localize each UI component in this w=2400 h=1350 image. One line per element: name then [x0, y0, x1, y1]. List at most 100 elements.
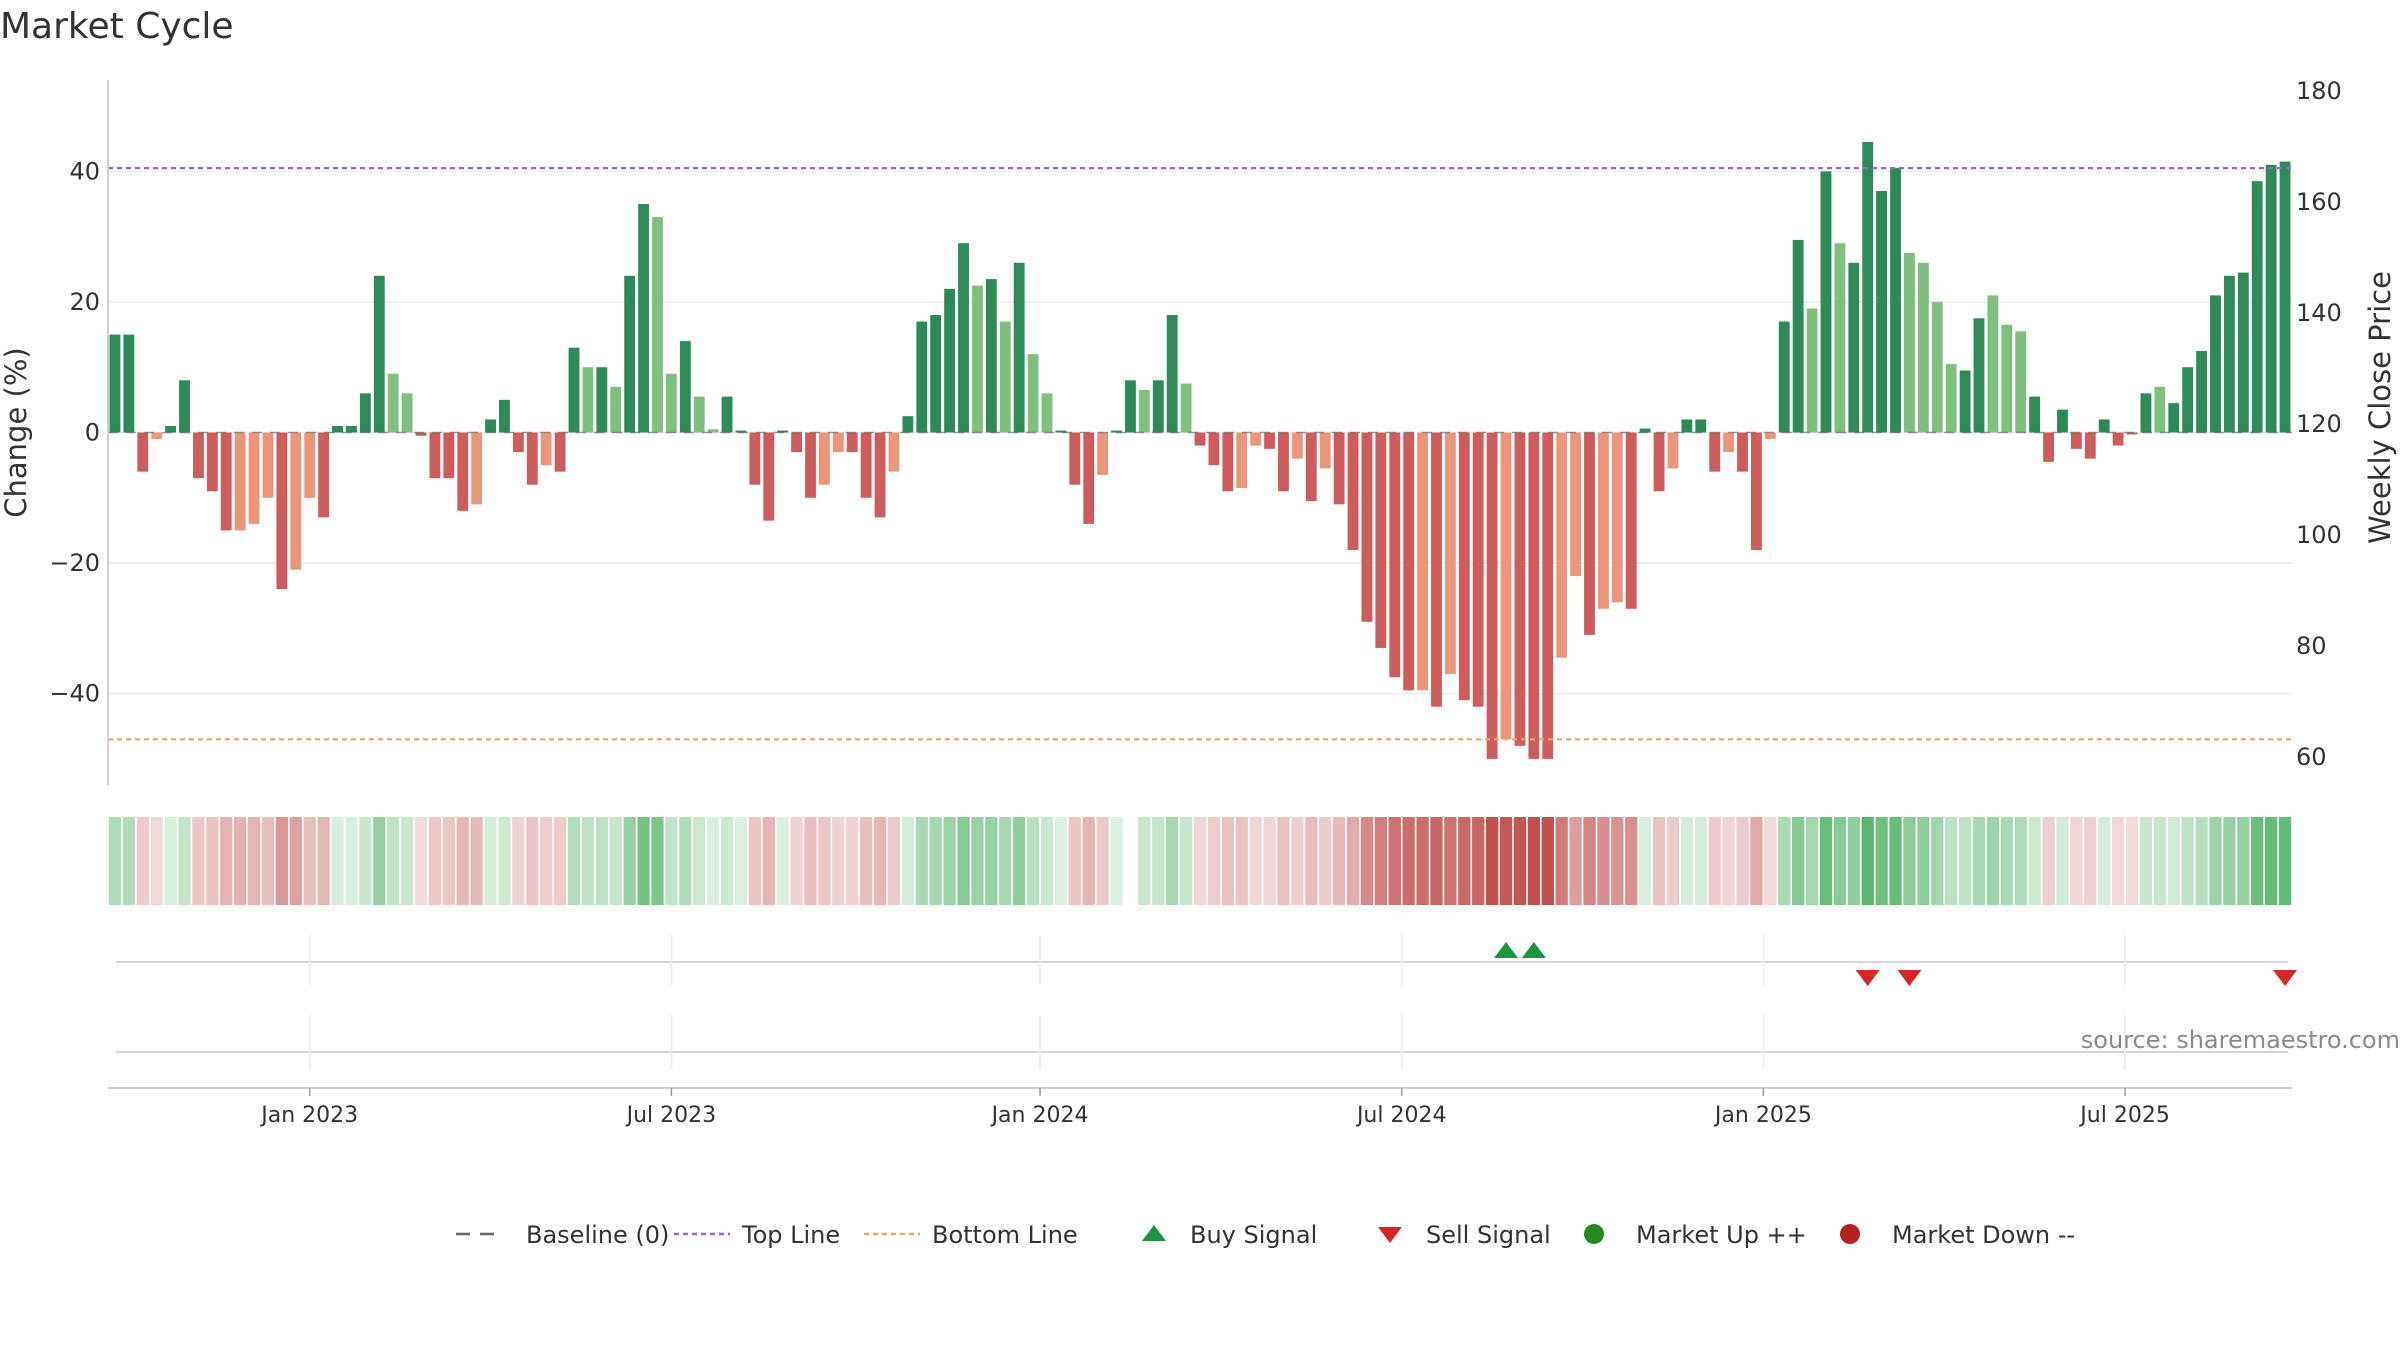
- bar: [2237, 272, 2249, 433]
- heat-cell: [1513, 817, 1527, 905]
- heat-cell: [2028, 817, 2041, 905]
- legend: Baseline (0) Top Line Bottom Line Buy Signa…: [456, 1221, 2075, 1249]
- heat-cell: [1402, 817, 1415, 905]
- heat-cell: [887, 817, 901, 905]
- bar: [304, 432, 316, 498]
- bar: [972, 285, 983, 433]
- bar: [1570, 432, 1582, 577]
- heat-cell: [1722, 817, 1735, 905]
- heat-cell: [2070, 817, 2083, 905]
- heat-cell: [846, 817, 859, 905]
- bar: [2029, 396, 2041, 433]
- heat-cell: [261, 817, 275, 905]
- heat-cell: [1555, 817, 1568, 905]
- heat-cell: [1096, 817, 1109, 905]
- heat-cell: [2014, 817, 2027, 905]
- bar: [1431, 432, 1442, 707]
- bar: [248, 432, 260, 524]
- bar: [582, 367, 594, 433]
- bar: [665, 373, 677, 433]
- bar: [1848, 262, 1860, 433]
- heat-cell: [2042, 817, 2055, 905]
- bar: [693, 396, 705, 433]
- heat-cell: [2098, 817, 2111, 905]
- heat-cell: [1569, 817, 1582, 905]
- heat-cell: [1388, 817, 1401, 905]
- heat-cell: [1931, 817, 1944, 905]
- bar: [1528, 432, 1540, 759]
- heat-cell: [1903, 817, 1916, 905]
- heat-cell: [1416, 817, 1429, 905]
- bar: [1695, 419, 1707, 433]
- heat-cell: [1680, 817, 1694, 905]
- heat-cell: [2167, 817, 2180, 905]
- heat-cell: [2000, 817, 2013, 905]
- heat-cell: [706, 817, 720, 905]
- bar: [818, 432, 830, 485]
- bar: [1917, 262, 1929, 433]
- legend-label: Top Line: [741, 1221, 840, 1249]
- heat-cell: [2139, 817, 2153, 905]
- heat-cell: [540, 817, 553, 905]
- heat-cell: [470, 817, 483, 905]
- signal-panel: [108, 935, 2298, 1089]
- bar: [1069, 432, 1081, 485]
- bar: [1138, 390, 1150, 433]
- heat-cell: [1778, 817, 1791, 905]
- bar: [2070, 432, 2082, 449]
- heat-cell: [1972, 817, 1986, 905]
- heat-cell: [1764, 817, 1777, 905]
- legend-item: Baseline (0): [456, 1221, 669, 1249]
- bar: [332, 425, 343, 433]
- heat-cell: [1026, 817, 1040, 905]
- bar: [985, 279, 997, 433]
- bar: [1904, 252, 1915, 433]
- heat-cell: [1374, 817, 1387, 905]
- bar: [1333, 432, 1345, 505]
- bar: [554, 432, 566, 472]
- heat-cell: [1110, 817, 1123, 905]
- heat-cell: [567, 817, 581, 905]
- heat-cell: [1458, 817, 1471, 905]
- heat-cell: [748, 817, 762, 905]
- bar: [2084, 432, 2096, 459]
- bar: [499, 399, 510, 433]
- heat-cell: [428, 817, 442, 905]
- x-tick-label: Jan 2023: [259, 1103, 358, 1128]
- bar: [1931, 301, 1943, 433]
- heat-cell: [1193, 817, 1207, 905]
- y-right-tick-label: 180: [2296, 77, 2342, 105]
- bar: [1305, 432, 1317, 502]
- legend-label: Buy Signal: [1190, 1221, 1317, 1249]
- bar: [916, 321, 928, 433]
- bar: [1751, 432, 1762, 550]
- bar: [471, 432, 483, 505]
- bar: [1723, 432, 1735, 453]
- x-tick-label: Jan 2024: [990, 1103, 1089, 1128]
- heat-cell: [1945, 817, 1958, 905]
- bar: [2210, 295, 2221, 433]
- bar: [485, 419, 496, 433]
- bar: [749, 432, 761, 485]
- heat-cell: [359, 817, 372, 905]
- bar: [429, 432, 441, 479]
- bar: [290, 432, 302, 570]
- bar: [262, 432, 274, 498]
- bar: [2265, 164, 2277, 433]
- heat-cell: [1152, 817, 1165, 905]
- x-tick-label: Jan 2025: [1713, 1103, 1812, 1128]
- legend-item: Top Line: [674, 1221, 840, 1249]
- x-tick-label: Jul 2024: [1355, 1103, 1447, 1128]
- bar: [2182, 367, 2194, 433]
- bar: [1862, 142, 1874, 433]
- legend-item: Bottom Line: [864, 1221, 1078, 1249]
- y-left-axis-title: Change (%): [0, 347, 33, 517]
- heat-cell: [317, 817, 330, 905]
- legend-label: Market Up ++: [1636, 1221, 1807, 1249]
- heat-cell: [387, 817, 400, 905]
- bar: [1166, 315, 1178, 433]
- heat-cell: [720, 817, 734, 905]
- bar: [123, 334, 135, 433]
- bar: [2168, 403, 2180, 433]
- bar: [1486, 432, 1498, 759]
